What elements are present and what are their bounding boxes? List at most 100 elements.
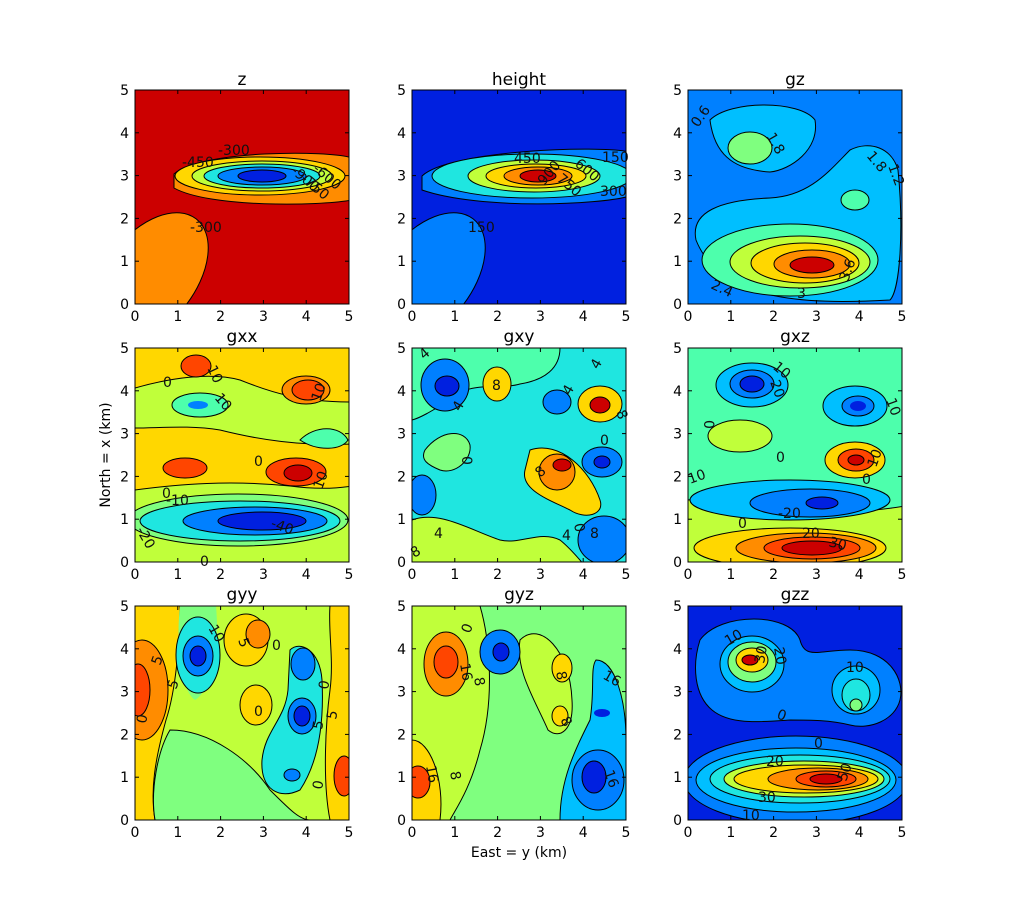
x-tick-label: 0 bbox=[131, 825, 140, 841]
contour-fill bbox=[290, 647, 316, 681]
contour-label: 0 bbox=[272, 638, 281, 654]
contour-fill bbox=[237, 169, 287, 183]
x-tick-label: 4 bbox=[579, 567, 588, 583]
contour-fill bbox=[589, 396, 611, 414]
y-tick-label: 1 bbox=[397, 254, 406, 270]
y-tick-label: 4 bbox=[397, 126, 406, 142]
contour-fill bbox=[581, 760, 607, 794]
contour-label: -300 bbox=[218, 143, 250, 159]
x-tick-label: 4 bbox=[302, 309, 311, 325]
contour-label: 3 bbox=[797, 286, 806, 302]
contour-label: 10 bbox=[309, 381, 330, 403]
y-tick-label: 4 bbox=[120, 642, 129, 658]
contour-label: 10 bbox=[722, 627, 745, 650]
contour-label: 0 bbox=[316, 679, 333, 691]
x-tick-label: 0 bbox=[684, 825, 693, 841]
plot-frame bbox=[134, 89, 350, 305]
y-axis-label: North = x (km) bbox=[98, 402, 114, 507]
x-tick-label: 2 bbox=[493, 825, 502, 841]
x-tick-label: 5 bbox=[345, 567, 354, 583]
contour-label: 0 bbox=[862, 472, 871, 488]
contour-label: 300 bbox=[600, 184, 627, 200]
contour-fill bbox=[434, 375, 460, 397]
contour-fill bbox=[492, 642, 510, 662]
y-tick-label: 4 bbox=[120, 384, 129, 400]
contour-label: 8 bbox=[492, 378, 501, 394]
plot-frame bbox=[411, 605, 627, 821]
contour-label: 20 bbox=[802, 526, 820, 542]
y-tick-label: 5 bbox=[673, 341, 682, 357]
contour-fill bbox=[299, 428, 349, 449]
x-axis-label: East = y (km) bbox=[471, 845, 567, 861]
contour-fill bbox=[551, 653, 573, 683]
y-tick-label: 0 bbox=[673, 555, 682, 571]
x-tick-label: 1 bbox=[173, 825, 182, 841]
x-tick-label: 2 bbox=[216, 825, 225, 841]
y-tick-label: 2 bbox=[120, 469, 129, 485]
y-tick-label: 5 bbox=[673, 83, 682, 99]
x-tick-label: 5 bbox=[898, 567, 907, 583]
contour-fill bbox=[135, 663, 151, 717]
contour-label: 450 bbox=[514, 151, 541, 167]
panel-title-gzz: gzz bbox=[781, 585, 810, 605]
panel-title-gxy: gxy bbox=[504, 327, 535, 347]
plot-frame bbox=[687, 605, 903, 821]
y-tick-label: 2 bbox=[120, 211, 129, 227]
x-tick-label: 1 bbox=[726, 825, 735, 841]
panel-gxz: gxz 10 20 0 10 0 10 0 -20 bbox=[686, 327, 903, 562]
x-tick-label: 5 bbox=[622, 309, 631, 325]
contour-fill bbox=[850, 401, 866, 411]
y-tick-label: 0 bbox=[673, 813, 682, 829]
contour-label: 10 bbox=[205, 622, 228, 645]
contour-label: 4 bbox=[434, 526, 443, 542]
y-tick-label: 3 bbox=[673, 685, 682, 701]
contour-label: 0 bbox=[776, 450, 785, 466]
x-tick-label: 1 bbox=[173, 567, 182, 583]
panel-title-gxz: gxz bbox=[780, 327, 810, 347]
contour-fill bbox=[551, 705, 569, 727]
y-tick-label: 3 bbox=[673, 169, 682, 185]
panel-title-gxx: gxx bbox=[227, 327, 258, 347]
x-tick-label: 5 bbox=[622, 567, 631, 583]
contour-fill bbox=[847, 454, 865, 466]
contour-fill bbox=[135, 639, 169, 741]
contour-label: 1.2 bbox=[884, 162, 907, 188]
contour-label: 10 bbox=[882, 396, 903, 418]
contour-label: -20 bbox=[778, 506, 801, 522]
x-tick-label: 4 bbox=[302, 567, 311, 583]
contour-label: 16 bbox=[600, 768, 621, 790]
contour-label: 16 bbox=[422, 764, 441, 784]
panel-z: z -300 -450 -600 -750 -900 -300 bbox=[135, 70, 349, 304]
y-tick-label: 1 bbox=[673, 254, 682, 270]
x-tick-label: 1 bbox=[450, 309, 459, 325]
y-tick-label: 5 bbox=[120, 341, 129, 357]
contour-label: -40 bbox=[269, 516, 296, 539]
x-tick-label: 3 bbox=[536, 567, 545, 583]
contour-label: 0 bbox=[458, 456, 474, 465]
y-tick-label: 3 bbox=[120, 427, 129, 443]
y-tick-label: 4 bbox=[397, 642, 406, 658]
contour-label: -450 bbox=[182, 155, 214, 171]
y-tick-label: 3 bbox=[397, 685, 406, 701]
contour-label: 0 bbox=[570, 522, 587, 534]
contour-label: 8 bbox=[446, 770, 463, 782]
panel-title-gyy: gyy bbox=[227, 585, 258, 605]
contour-label: 10 bbox=[311, 469, 332, 491]
y-tick-label: 0 bbox=[673, 297, 682, 313]
y-tick-label: 0 bbox=[397, 813, 406, 829]
y-tick-label: 0 bbox=[120, 813, 129, 829]
y-tick-label: 3 bbox=[397, 169, 406, 185]
contour-fill bbox=[239, 684, 273, 726]
y-tick-label: 1 bbox=[673, 512, 682, 528]
contour-fill bbox=[283, 768, 301, 782]
y-tick-label: 0 bbox=[397, 297, 406, 313]
y-tick-label: 5 bbox=[120, 83, 129, 99]
contour-label: 5 bbox=[310, 719, 327, 731]
panel-gxy: gxy 4 8 4 4 4 8 0 8 0 0 4 bbox=[408, 327, 630, 562]
contour-label: 150 bbox=[468, 220, 495, 236]
x-tick-label: 3 bbox=[812, 309, 821, 325]
contour-fill bbox=[577, 515, 626, 562]
contour-fill bbox=[542, 389, 572, 415]
y-tick-label: 4 bbox=[673, 126, 682, 142]
contour-label: 10 bbox=[865, 447, 886, 469]
